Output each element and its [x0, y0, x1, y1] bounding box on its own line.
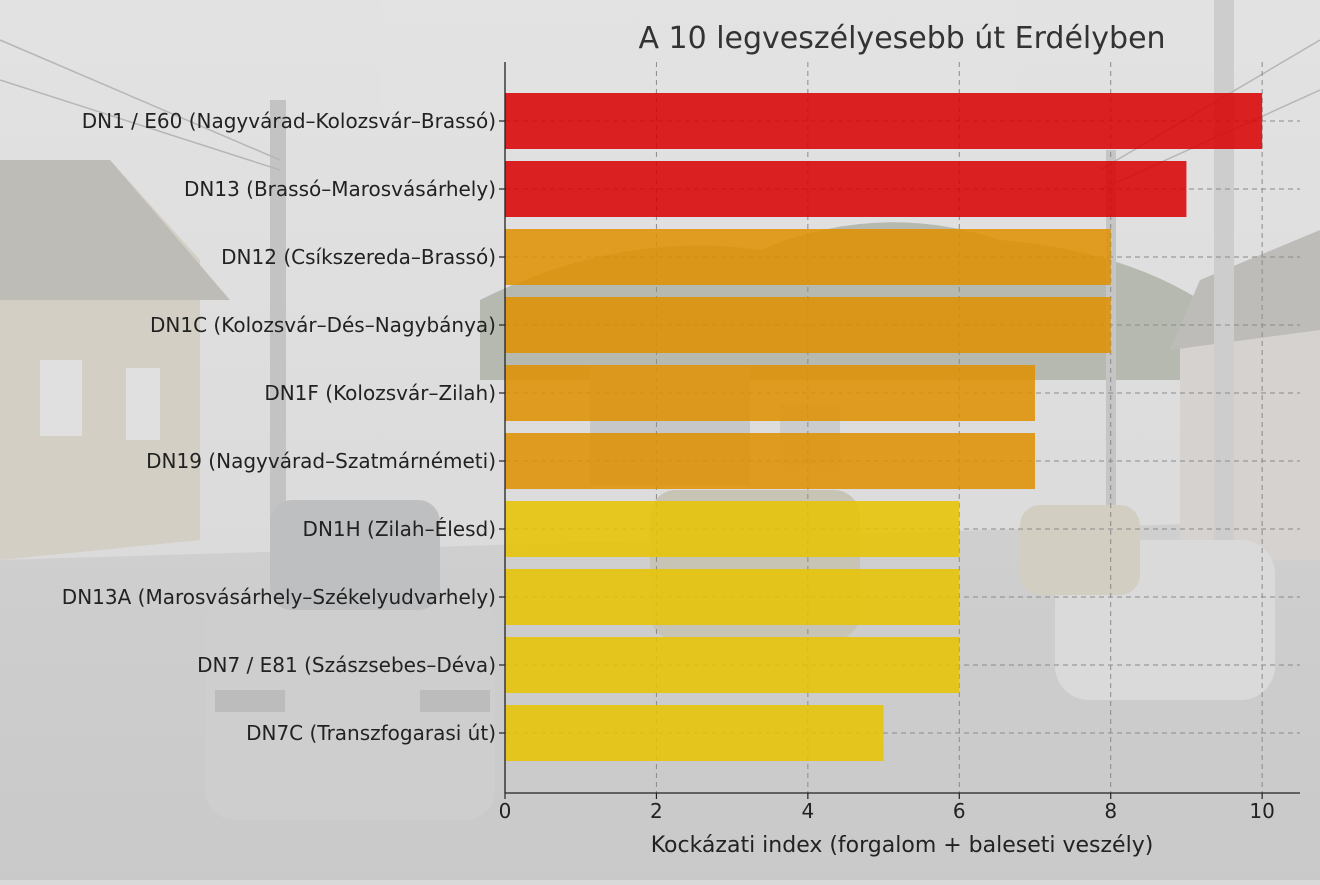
y-tick-label-0: DN1 / E60 (Nagyvárad–Kolozsvár–Brassó) — [82, 109, 496, 133]
bar-2 — [505, 229, 1111, 285]
x-tick-label-5: 10 — [1249, 799, 1274, 823]
bar-4 — [505, 365, 1035, 421]
bar-9 — [505, 705, 884, 761]
y-tick-label-6: DN1H (Zilah–Élesd) — [303, 517, 496, 541]
x-tick-label-3: 6 — [953, 799, 966, 823]
y-tick-label-9: DN7C (Transzfogarasi út) — [246, 721, 496, 745]
bar-0 — [505, 93, 1263, 149]
bar-5 — [505, 433, 1035, 489]
x-ticks: 0 2 4 6 8 10 — [499, 793, 1275, 823]
y-tick-label-8: DN7 / E81 (Szászsebes–Déva) — [197, 653, 496, 677]
y-tick-label-5: DN19 (Nagyvárad–Szatmárnémeti) — [146, 449, 496, 473]
bar-1 — [505, 161, 1187, 217]
bar-3 — [505, 297, 1111, 353]
chart-title: A 10 legveszélyesebb út Erdélyben — [638, 21, 1165, 56]
x-tick-label-2: 4 — [801, 799, 814, 823]
x-axis-label: Kockázati index (forgalom + baleseti ves… — [651, 833, 1154, 858]
bar-6 — [505, 501, 960, 557]
y-tick-label-4: DN1F (Kolozsvár–Zilah) — [264, 381, 496, 405]
bar-8 — [505, 637, 960, 693]
y-tick-label-1: DN13 (Brassó–Marosvásárhely) — [184, 177, 496, 201]
bar-7 — [505, 569, 960, 625]
x-tick-label-0: 0 — [499, 799, 512, 823]
y-tick-label-3: DN1C (Kolozsvár–Dés–Nagybánya) — [150, 313, 496, 337]
bars — [505, 93, 1263, 761]
y-tick-label-7: DN13A (Marosvásárhely–Székelyudvarhely) — [62, 585, 496, 609]
y-tick-label-2: DN12 (Csíkszereda–Brassó) — [221, 245, 496, 269]
x-tick-label-4: 8 — [1104, 799, 1117, 823]
y-labels: DN1 / E60 (Nagyvárad–Kolozsvár–Brassó) DN… — [62, 109, 505, 745]
x-tick-label-1: 2 — [650, 799, 663, 823]
